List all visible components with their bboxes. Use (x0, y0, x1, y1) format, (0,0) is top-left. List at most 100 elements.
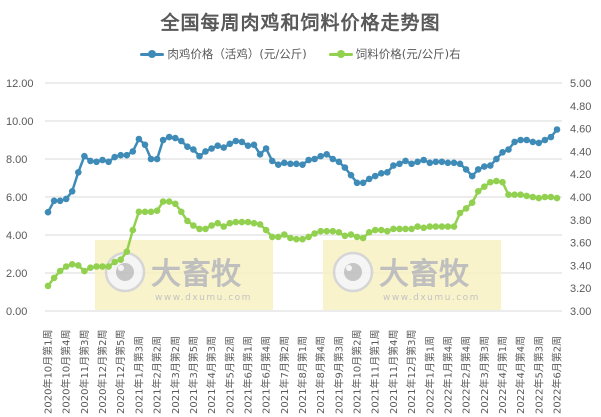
data-point[interactable] (147, 155, 155, 163)
data-point[interactable] (50, 197, 58, 205)
data-point[interactable] (99, 156, 106, 164)
data-point[interactable] (329, 227, 337, 235)
data-point[interactable] (347, 231, 355, 238)
data-point[interactable] (268, 233, 276, 241)
data-point[interactable] (341, 232, 349, 240)
data-point[interactable] (468, 172, 476, 180)
data-point[interactable] (305, 233, 312, 241)
data-point[interactable] (268, 157, 276, 165)
data-point[interactable] (111, 153, 118, 161)
data-point[interactable] (456, 160, 464, 168)
data-point[interactable] (426, 159, 434, 167)
data-point[interactable] (517, 136, 524, 144)
data-point[interactable] (275, 161, 282, 168)
data-point[interactable] (256, 221, 264, 228)
data-point[interactable] (226, 219, 234, 227)
data-point[interactable] (371, 172, 379, 180)
data-point[interactable] (456, 209, 464, 217)
data-point[interactable] (165, 133, 173, 141)
data-point[interactable] (129, 148, 137, 155)
data-point[interactable] (262, 226, 270, 234)
data-point[interactable] (359, 234, 367, 242)
data-point[interactable] (299, 161, 306, 168)
data-point[interactable] (117, 256, 124, 264)
data-point[interactable] (123, 151, 131, 159)
data-point[interactable] (250, 141, 258, 149)
data-point[interactable] (481, 183, 488, 190)
data-point[interactable] (438, 223, 446, 230)
data-point[interactable] (214, 219, 221, 227)
data-point[interactable] (44, 282, 52, 290)
data-point[interactable] (256, 151, 264, 158)
data-point[interactable] (396, 225, 403, 233)
data-point[interactable] (87, 264, 94, 272)
data-point[interactable] (135, 135, 143, 143)
data-point[interactable] (438, 158, 446, 166)
data-point[interactable] (184, 217, 191, 225)
data-point[interactable] (529, 193, 537, 201)
data-point[interactable] (75, 262, 82, 269)
data-point[interactable] (56, 197, 64, 205)
data-point[interactable] (402, 157, 409, 165)
data-point[interactable] (129, 226, 137, 234)
data-point[interactable] (414, 223, 421, 230)
data-point[interactable] (523, 136, 530, 144)
data-point[interactable] (208, 145, 215, 152)
data-point[interactable] (371, 226, 379, 234)
data-point[interactable] (414, 158, 421, 166)
data-point[interactable] (487, 178, 494, 186)
data-point[interactable] (535, 139, 543, 147)
data-point[interactable] (384, 227, 391, 235)
data-point[interactable] (232, 137, 240, 145)
data-point[interactable] (172, 134, 179, 142)
data-point[interactable] (553, 126, 561, 133)
data-point[interactable] (105, 263, 112, 270)
data-point[interactable] (232, 218, 240, 226)
data-point[interactable] (190, 222, 197, 229)
data-point[interactable] (353, 179, 361, 187)
data-point[interactable] (135, 208, 143, 216)
data-point[interactable] (244, 142, 252, 149)
data-point[interactable] (44, 208, 52, 216)
data-point[interactable] (293, 160, 300, 168)
data-point[interactable] (493, 177, 500, 185)
data-point[interactable] (444, 159, 452, 167)
data-point[interactable] (117, 151, 124, 159)
data-point[interactable] (287, 160, 294, 168)
legend-item-feed[interactable]: 饲料价格(元/公斤)右 (328, 46, 461, 62)
data-point[interactable] (511, 138, 518, 146)
data-point[interactable] (196, 152, 203, 160)
data-point[interactable] (275, 233, 282, 241)
data-point[interactable] (499, 178, 506, 186)
data-point[interactable] (420, 156, 428, 164)
data-point[interactable] (226, 140, 234, 148)
data-point[interactable] (396, 160, 403, 168)
data-point[interactable] (68, 261, 76, 268)
data-point[interactable] (535, 194, 543, 202)
data-point[interactable] (505, 191, 512, 198)
data-point[interactable] (159, 198, 167, 205)
data-point[interactable] (523, 192, 530, 200)
data-point[interactable] (426, 223, 434, 230)
data-point[interactable] (208, 222, 215, 229)
data-point[interactable] (244, 218, 252, 226)
data-point[interactable] (341, 164, 349, 171)
data-point[interactable] (220, 144, 227, 151)
data-point[interactable] (462, 166, 470, 173)
data-point[interactable] (105, 158, 112, 166)
data-point[interactable] (202, 225, 209, 233)
data-point[interactable] (262, 145, 270, 152)
data-point[interactable] (553, 194, 561, 202)
data-point[interactable] (311, 155, 318, 163)
data-point[interactable] (196, 225, 203, 233)
data-point[interactable] (547, 133, 555, 141)
data-point[interactable] (50, 274, 58, 282)
data-point[interactable] (172, 200, 179, 208)
data-point[interactable] (202, 148, 209, 155)
data-point[interactable] (305, 156, 312, 164)
data-point[interactable] (408, 225, 415, 233)
data-point[interactable] (62, 263, 70, 270)
data-point[interactable] (432, 223, 440, 230)
data-point[interactable] (141, 141, 149, 149)
data-point[interactable] (408, 160, 415, 168)
